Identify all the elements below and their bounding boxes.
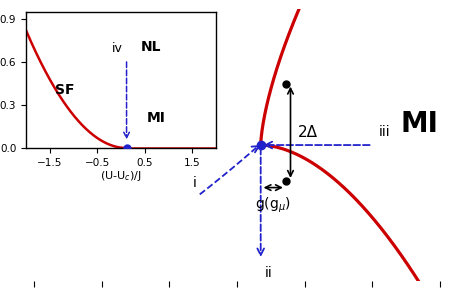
Text: SF: SF bbox=[69, 110, 108, 138]
Text: iii: iii bbox=[379, 125, 391, 139]
Text: SF: SF bbox=[55, 83, 74, 96]
Text: g(g$_\mu$): g(g$_\mu$) bbox=[255, 196, 291, 215]
X-axis label: (U-U$_c$)/J: (U-U$_c$)/J bbox=[100, 169, 142, 183]
Text: 2Δ: 2Δ bbox=[298, 125, 318, 140]
Text: ii: ii bbox=[265, 266, 273, 280]
Text: i: i bbox=[192, 176, 196, 190]
Text: iv: iv bbox=[112, 42, 123, 55]
Text: NL: NL bbox=[141, 40, 161, 54]
Text: MI: MI bbox=[147, 111, 166, 125]
Text: MI: MI bbox=[401, 110, 439, 138]
